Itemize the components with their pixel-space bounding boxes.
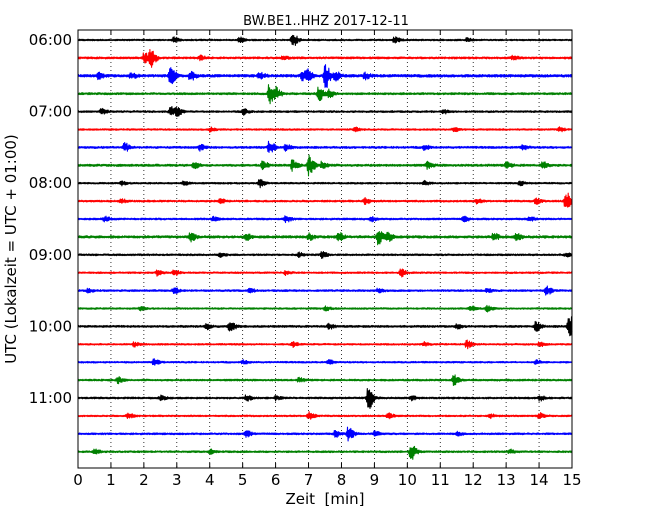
x-tick-label: 7	[304, 471, 314, 489]
trace-row-1015	[77, 339, 573, 350]
x-tick-label: 8	[337, 471, 347, 489]
x-tick-label: 2	[139, 471, 149, 489]
y-tick-label: 07:00	[29, 103, 72, 121]
trace-row-0800	[77, 178, 573, 189]
trace-row-1045	[77, 374, 573, 387]
x-tick-label: 13	[497, 471, 516, 489]
trace-row-0830	[77, 215, 573, 224]
x-tick-label: 4	[205, 471, 215, 489]
plot-frame	[77, 29, 573, 469]
trace-row-1100	[77, 387, 573, 410]
x-tick-label: 11	[431, 471, 450, 489]
trace-row-1030	[77, 358, 573, 366]
y-axis-label: UTC (Lokalzeit = UTC + 01:00)	[2, 134, 20, 364]
trace-row-0700	[77, 105, 573, 117]
trace-row-0945	[77, 304, 573, 313]
trace-row-0845	[77, 231, 573, 246]
trace-row-0915	[77, 268, 573, 278]
y-tick-label: 06:00	[29, 31, 72, 49]
y-tick-label: 08:00	[29, 174, 72, 192]
x-tick-label: 15	[562, 471, 581, 489]
x-tick-label: 6	[271, 471, 281, 489]
x-tick-label: 5	[238, 471, 248, 489]
x-tick-label: 12	[464, 471, 483, 489]
x-tick-label: 3	[172, 471, 182, 489]
trace-row-0600	[77, 34, 573, 46]
trace-row-0715	[77, 126, 573, 133]
trace-row-0730	[77, 140, 573, 153]
trace-row-0930	[77, 285, 573, 296]
trace-row-0645	[77, 84, 573, 105]
y-tick-label: 11:00	[29, 389, 72, 407]
trace-row-0615	[77, 49, 573, 68]
trace-row-1130	[77, 426, 573, 442]
trace-row-0815	[77, 192, 573, 208]
trace-row-1115	[77, 411, 573, 420]
x-tick-label: 9	[370, 471, 380, 489]
trace-row-1000	[77, 316, 573, 337]
x-tick-label: 0	[73, 471, 83, 489]
trace-row-0745	[77, 154, 573, 177]
trace-row-0630	[77, 64, 573, 88]
trace-row-0900	[77, 251, 573, 259]
x-tick-label: 1	[106, 471, 116, 489]
x-tick-label: 10	[398, 471, 417, 489]
x-axis-ticks: 0 1 2 3 4 5 6 7 8 9 10 11 12 13 14 15	[73, 30, 582, 489]
trace-row-1145	[77, 445, 573, 460]
y-axis-ticks: 06:00 07:00 08:00 09:00 10:00 11:00	[29, 31, 572, 407]
x-tick-label: 14	[530, 471, 549, 489]
chart-title: BW.BE1..HHZ 2017-12-11	[243, 14, 409, 29]
y-tick-label: 09:00	[29, 246, 72, 264]
x-axis-label: Zeit [min]	[285, 490, 364, 508]
y-tick-label: 10:00	[29, 317, 72, 335]
seismic-traces	[77, 34, 573, 460]
